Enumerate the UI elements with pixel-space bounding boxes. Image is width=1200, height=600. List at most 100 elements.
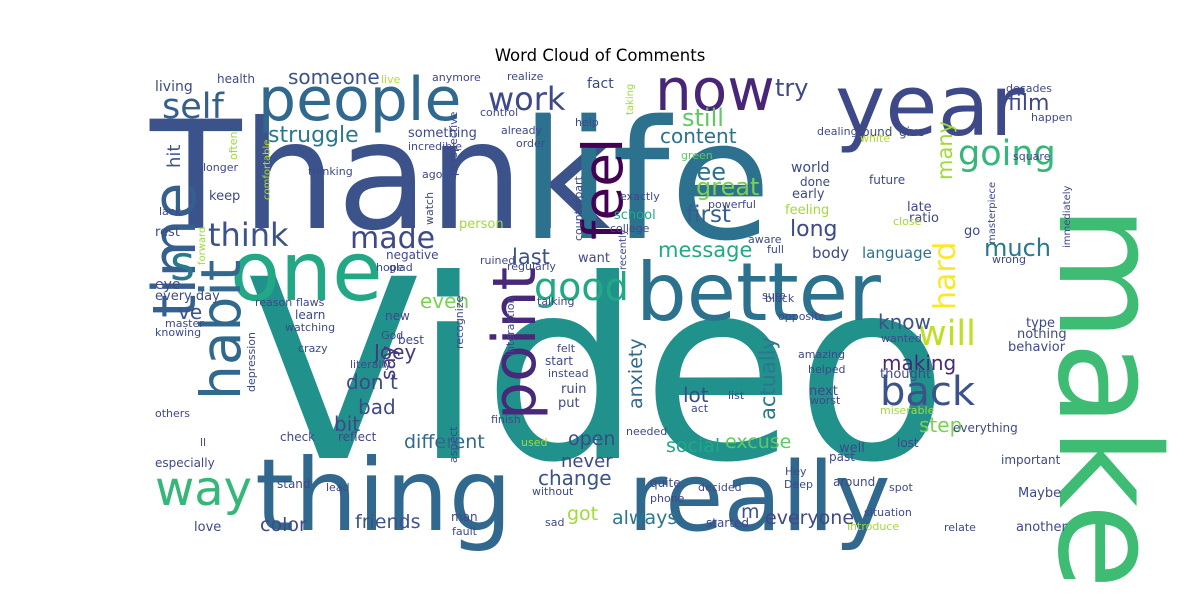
word-life: life <box>520 85 771 277</box>
word-around: around <box>833 475 875 489</box>
word-introduce: introduce <box>847 520 899 533</box>
word-someone: someone <box>288 65 380 89</box>
word-year: year <box>835 57 1025 156</box>
word-bit: bit <box>334 412 360 436</box>
word-watching: watching <box>285 321 335 334</box>
word-lack: lack <box>159 205 182 218</box>
word-type: type <box>1026 316 1055 331</box>
word-s: s <box>170 236 195 292</box>
word-say: say <box>376 345 400 380</box>
word-time: time <box>140 182 210 318</box>
word-want: want <box>578 251 610 266</box>
word-order: order <box>516 137 546 150</box>
word-one: one <box>230 225 383 320</box>
word-master: master <box>165 317 204 330</box>
word-bad: bad <box>358 395 396 419</box>
word-feeling: feeling <box>785 203 829 218</box>
word-late: late <box>907 200 932 215</box>
word-last: last <box>512 245 550 269</box>
word-another: another <box>1016 520 1067 535</box>
word-friends: friends <box>355 511 420 533</box>
word-ve: ve <box>178 300 202 324</box>
word-opposite: opposite <box>778 310 826 323</box>
word-quite: quite <box>650 476 681 490</box>
word-crazy: crazy <box>298 342 328 355</box>
word-eye: eye <box>155 277 181 293</box>
word-great: great <box>696 173 759 201</box>
word-ruined: ruined <box>480 254 515 267</box>
word-amazing: amazing <box>798 348 845 361</box>
word-ruin: ruin <box>561 382 586 397</box>
word-put: put <box>558 396 580 411</box>
word-help: help <box>575 116 599 129</box>
word-hey: Hey <box>785 465 807 478</box>
word-needed: needed <box>626 425 667 438</box>
word-college: college <box>610 222 650 235</box>
word-struggle: struggle <box>268 123 359 148</box>
word-decades: decades <box>1006 82 1052 95</box>
word-new: new <box>385 309 410 323</box>
word-miserable: miserable <box>880 404 935 417</box>
word-something: something <box>408 126 477 141</box>
word-wanted: wanted <box>881 332 922 345</box>
word-sad: sad <box>545 516 564 529</box>
word-best: best <box>398 333 424 347</box>
word-learn: learn <box>295 308 325 322</box>
word-language: language <box>862 244 932 262</box>
word-check: check <box>280 430 315 444</box>
word-excuse: excuse <box>725 431 791 453</box>
word-social: social <box>666 435 720 457</box>
word-perspective: perspective <box>447 111 460 176</box>
word-message: message <box>658 238 752 262</box>
word-aspect: aspect <box>447 426 460 463</box>
word-thank: Thank <box>149 90 611 264</box>
word-anymore: anymore <box>432 71 481 84</box>
word-people: people <box>258 65 461 135</box>
word-full: full <box>767 243 784 256</box>
word-go: go <box>964 224 980 239</box>
word-found: found <box>858 125 892 139</box>
word-will: will <box>918 314 976 354</box>
word-back: back <box>880 369 976 415</box>
word-video: Video <box>248 226 948 517</box>
word-step: step <box>919 413 962 437</box>
word-open: open <box>568 428 615 450</box>
word-relate: relate <box>944 521 976 534</box>
word-lost: lost <box>897 436 919 450</box>
word-realize: realize <box>507 70 544 83</box>
word-knowing: knowing <box>155 326 201 339</box>
word-habit: habit <box>189 260 253 400</box>
word-decided: decided <box>698 481 742 494</box>
word-never: never <box>561 451 613 472</box>
word-future: future <box>869 173 905 187</box>
word-lot: lot <box>683 383 709 407</box>
word-without: without <box>532 485 574 498</box>
word-important: important <box>1001 453 1061 467</box>
word-don-t: don t <box>346 370 398 394</box>
word-behavior: behavior <box>1008 340 1066 355</box>
word-way: way <box>155 461 252 517</box>
word-lead: lead <box>326 481 350 494</box>
word-health: health <box>217 72 255 86</box>
word-first: first <box>686 202 731 228</box>
word-interaction: interaction <box>504 296 517 356</box>
word-wrong: wrong <box>992 253 1026 266</box>
word-content: content <box>660 124 737 148</box>
word-different: different <box>404 431 485 453</box>
word-everyone: everyone <box>765 507 854 529</box>
word-made: made <box>350 221 435 256</box>
word-long: long <box>790 217 837 242</box>
word-square: square <box>1013 150 1051 163</box>
word-ll: ll <box>200 436 206 449</box>
word-world: world <box>791 160 830 176</box>
word-regularly: regularly <box>507 260 556 273</box>
word-green: green <box>681 149 713 162</box>
word-phone: phone <box>650 492 685 505</box>
word-taking: taking <box>625 84 636 115</box>
word-point: point <box>480 267 550 420</box>
word-joey: Joey <box>372 340 416 364</box>
word-everything: everything <box>953 421 1018 435</box>
word-actually: actually <box>756 337 780 420</box>
word-better: better <box>636 246 881 339</box>
